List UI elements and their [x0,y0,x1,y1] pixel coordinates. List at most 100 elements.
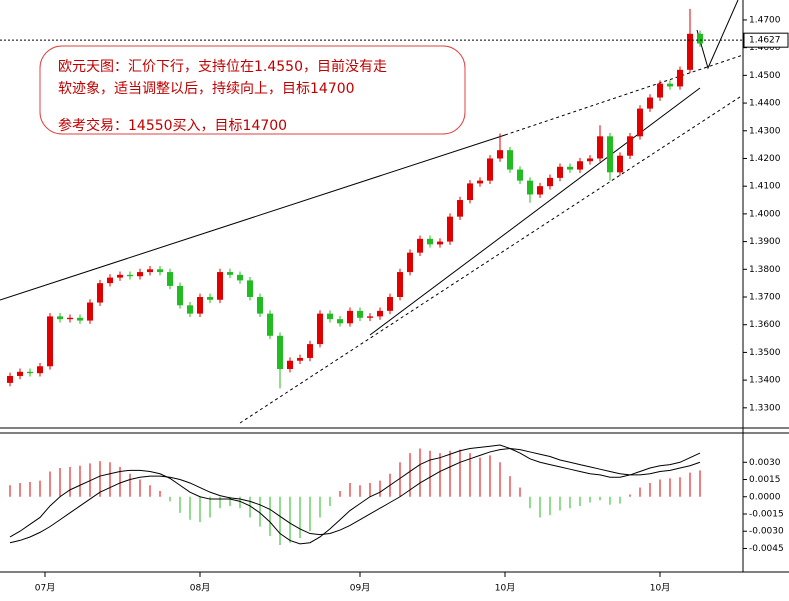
y-tick-label: 1.4600 [749,43,781,53]
x-tick-label: 08月 [190,583,210,594]
candle-body [697,33,703,44]
candle-body [337,319,343,324]
candle-body [377,310,383,317]
candle-body [317,313,323,345]
x-tick-label: 10月 [495,583,515,594]
candle-body [587,158,593,162]
candle-body [437,241,443,245]
candle-body [227,272,233,275]
y-tick-label: -0.0015 [749,509,784,519]
candle-body [687,33,693,70]
candle-body [497,150,503,159]
candle-body [647,97,653,109]
candle-body [577,161,583,170]
y-tick-label: 1.3900 [749,237,781,247]
candle-body [607,136,613,173]
candle-body [347,310,353,324]
candle-body [27,371,33,374]
candle-body [397,272,403,298]
y-tick-label: 1.4300 [749,126,781,136]
candle-body [457,200,463,217]
candle-body [287,360,293,370]
candle-body [517,169,523,181]
candle-body [417,238,423,253]
candle-body [7,375,13,383]
candle-body [97,283,103,303]
candle-body [267,313,273,336]
candle-body [527,180,533,195]
candle-body [57,316,63,320]
candle-body [127,274,133,277]
y-tick-label: 1.4700 [749,15,781,25]
candle-body [467,183,473,201]
x-tick-label: 09月 [350,583,370,594]
y-tick-label: 1.3600 [749,320,781,330]
y-tick-label: 1.3300 [749,403,781,413]
candle-body [367,316,373,318]
trend-lines [0,0,744,424]
y-tick-label: 0.0030 [749,458,781,468]
candle-body [667,83,673,87]
y-tick-label: 1.4200 [749,154,781,164]
support-line [369,87,701,336]
candle-body [567,166,573,170]
candle-body [477,180,483,184]
candle-body [177,285,183,306]
annotation-line: 软迹象，适当调整以后，持续向上，目标14700 [58,80,355,97]
candle-body [307,344,313,358]
candle-body [87,302,93,321]
candle-body [187,305,193,314]
candle-body [677,69,683,87]
candle-body [427,238,433,245]
candle-body [547,177,553,187]
annotation-box [39,45,466,135]
y-tick-label: 1.4500 [749,71,781,81]
candle-body [147,269,153,273]
candle-body [67,317,73,320]
candle-body [207,297,213,300]
y-tick-label: 0.0000 [749,492,781,502]
candle-body [257,297,263,314]
macd-line [9,444,701,545]
candle-body [47,316,53,367]
last-price-label: 1.4627 [749,36,781,46]
macd-line [9,447,701,544]
candle-body [77,317,83,321]
x-tick-label: 07月 [35,583,55,594]
candle-body [537,186,543,195]
support-dotted [239,94,744,424]
candle-body [247,280,253,298]
candle-body [117,274,123,278]
candle-body [637,108,643,137]
y-tick-label: 0.0015 [749,475,781,485]
candle-body [597,136,603,159]
annotation-line: 欧元天图：汇价下行，支持位在1.4550，目前没有走 [58,58,387,75]
y-tick-label: 1.4100 [749,182,781,192]
candle-body [327,313,333,320]
y-tick-label: 1.3700 [749,293,781,303]
y-tick-label: -0.0030 [749,527,784,537]
last-price-box [743,32,789,48]
candle-body [277,335,283,370]
candle-body [107,277,113,284]
candle-body [297,357,303,361]
resistance-line [0,134,506,301]
candle-body [627,136,633,156]
candle-body [17,371,23,376]
candle-body [167,272,173,286]
y-tick-label: 1.4000 [749,209,781,219]
annotation-line: 参考交易：14550买入，目标14700 [58,117,287,134]
candle-body [357,310,363,318]
y-tick-label: 1.4400 [749,99,781,109]
candle-body [197,297,203,314]
candle-body [387,297,393,311]
candle-body [37,366,43,374]
y-tick-label: 1.3800 [749,265,781,275]
candle-body [137,272,143,277]
candle-body [487,158,493,181]
candle-body [217,272,223,300]
y-tick-label: -0.0045 [749,544,784,554]
candle-body [447,216,453,242]
